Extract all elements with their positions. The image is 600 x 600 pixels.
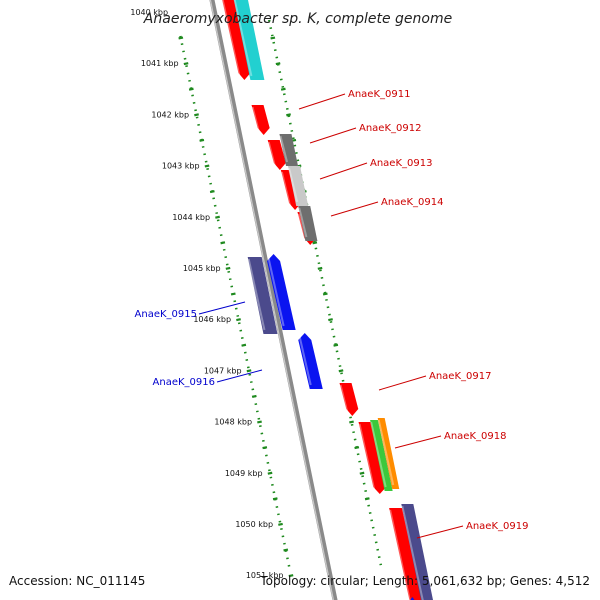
- inner-scale-line: [179, 35, 292, 571]
- scale-tick: [230, 292, 236, 296]
- scale-tick-label: 1051 kbp: [246, 571, 284, 580]
- scale-track: 1040 kbp 1041 kbp 1042 kbp 1043 kbp 1044 kbp…: [130, 8, 384, 580]
- scale-tick: [328, 318, 333, 322]
- gene-feature-green[interactable]: [370, 420, 393, 491]
- scale-tick-label: 1047 kbp: [204, 366, 242, 375]
- gene-label-0912[interactable]: AnaeK_0912: [359, 123, 421, 134]
- gene-feature-gray-3[interactable]: [298, 206, 318, 241]
- scale-tick: [354, 446, 360, 450]
- gene-feature-0918[interactable]: [358, 422, 387, 494]
- gene-label-0916[interactable]: AnaeK_0916: [153, 377, 215, 388]
- gene-feature-0916[interactable]: [298, 333, 323, 389]
- gene-leader-line: [319, 162, 368, 180]
- scale-tick: [194, 113, 199, 117]
- scale-tick: [286, 113, 291, 117]
- gene-feature-0915[interactable]: [267, 254, 296, 330]
- scale-tick: [312, 241, 318, 245]
- gene-label-0917[interactable]: AnaeK_0917: [429, 371, 491, 382]
- scale-tick: [338, 369, 344, 373]
- gene-feature-0911[interactable]: [251, 105, 270, 135]
- scale-tick-label: 1050 kbp: [235, 520, 273, 529]
- scale-tick: [251, 394, 257, 398]
- genome-backbone: [209, 0, 338, 600]
- feature-track: [220, 0, 435, 600]
- scale-tick: [288, 574, 294, 578]
- gene-leader-line: [298, 93, 346, 110]
- gene-feature-0915-navy[interactable]: [247, 257, 278, 334]
- map-title: Anaeromyxobacter sp. K, complete genome: [143, 11, 452, 27]
- scale-tick: [275, 62, 281, 66]
- gene-label-0918[interactable]: AnaeK_0918: [444, 431, 506, 442]
- scale-tick: [317, 266, 323, 270]
- gene-feature-0912[interactable]: [267, 140, 286, 170]
- gene-leader-line: [416, 525, 464, 539]
- scale-tick: [333, 343, 339, 347]
- scale-tick: [272, 497, 278, 501]
- scale-tick: [262, 446, 268, 450]
- gene-leader-line: [394, 435, 442, 449]
- scale-tick-label: 1049 kbp: [225, 469, 263, 478]
- scale-tick: [270, 36, 276, 40]
- gene-label-0913[interactable]: AnaeK_0913: [370, 158, 432, 169]
- scale-tick: [199, 138, 205, 142]
- gene-leader-line: [330, 201, 379, 217]
- gene-feature-gray-1[interactable]: [279, 134, 299, 166]
- scale-tick: [267, 471, 273, 475]
- gene-leader-line: [198, 301, 246, 315]
- scale-tick: [178, 36, 184, 40]
- gene-feature-bottom[interactable]: [407, 597, 420, 600]
- gene-leader-line: [309, 127, 357, 144]
- scale-tick: [280, 87, 286, 91]
- gene-feature-0917[interactable]: [339, 383, 359, 416]
- gene-label-0915[interactable]: AnaeK_0915: [135, 309, 197, 320]
- gene-feature-gray-2[interactable]: [288, 166, 309, 206]
- scale-tick: [225, 266, 231, 270]
- gene-feature-0919[interactable]: [389, 508, 423, 600]
- scale-tick: [278, 522, 283, 526]
- scale-tick: [322, 292, 328, 296]
- scale-tick: [215, 215, 220, 219]
- gene-feature-cyan[interactable]: [232, 0, 265, 80]
- gene-label-0914[interactable]: AnaeK_0914: [381, 197, 443, 208]
- scale-tick: [257, 420, 262, 424]
- scale-tick: [349, 420, 354, 424]
- scale-tick: [183, 62, 189, 66]
- scale-tick: [241, 343, 247, 347]
- gene-feature-navy-2[interactable]: [401, 504, 435, 600]
- scale-tick: [283, 548, 289, 552]
- gene-leader-line: [216, 369, 263, 383]
- topology-text: Topology: circular; Length: 5,061,632 bp…: [260, 574, 590, 588]
- scale-tick-label: 1048 kbp: [214, 418, 252, 427]
- gene-feature-orange[interactable]: [377, 418, 400, 489]
- scale-tick-label: 1042 kbp: [151, 110, 189, 119]
- gene-label-layer: AnaeK_0911 AnaeK_0912 AnaeK_0913 AnaeK_0914…: [135, 89, 528, 539]
- scale-tick-label: 1046 kbp: [193, 315, 231, 324]
- scale-tick: [236, 318, 241, 322]
- scale-tick-label: 1044 kbp: [172, 213, 210, 222]
- scale-tick: [188, 87, 194, 91]
- scale-tick: [246, 369, 252, 373]
- scale-tick: [220, 241, 226, 245]
- scale-tick-label: 1045 kbp: [183, 264, 221, 273]
- scale-tick: [364, 497, 370, 501]
- scale-tick-label: 1040 kbp: [130, 8, 168, 17]
- gene-label-0911[interactable]: AnaeK_0911: [348, 89, 410, 100]
- scale-tick: [204, 164, 210, 168]
- scale-tick: [359, 471, 365, 475]
- scale-tick-label: 1041 kbp: [141, 59, 179, 68]
- gene-label-0919[interactable]: AnaeK_0919: [466, 521, 528, 532]
- accession-text: Accession: NC_011145: [9, 574, 146, 588]
- scale-tick: [209, 190, 215, 194]
- gene-feature-0910[interactable]: [220, 0, 251, 80]
- scale-tick-label: 1043 kbp: [162, 162, 200, 171]
- gene-leader-line: [378, 375, 427, 391]
